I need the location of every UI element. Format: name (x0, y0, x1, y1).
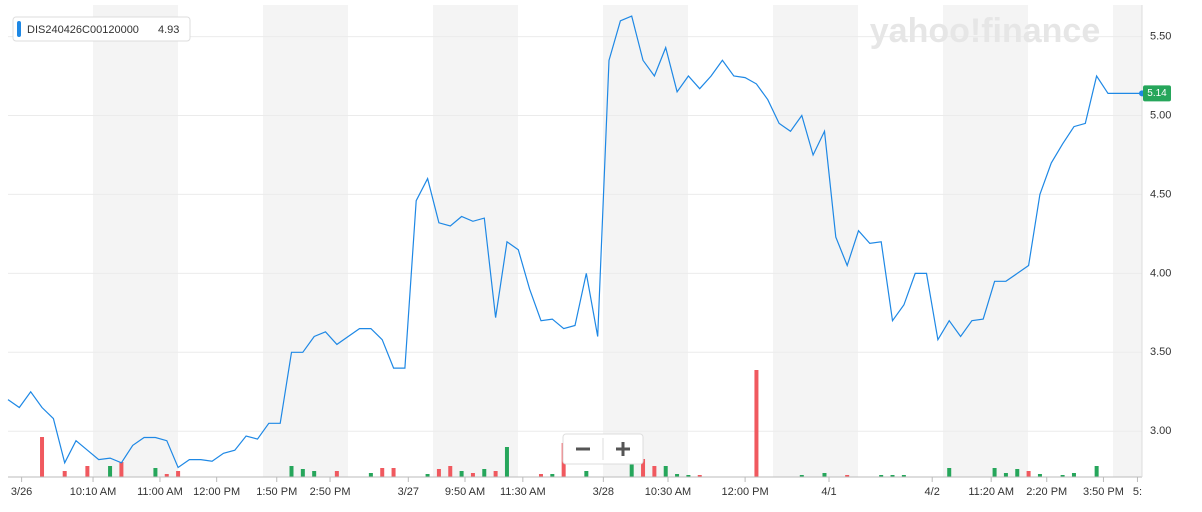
volume-bar (153, 468, 158, 477)
volume-bar (40, 437, 45, 477)
volume-bar (380, 468, 385, 477)
legend-box (12, 16, 191, 42)
volume-bar (334, 471, 339, 477)
axes: 3.00 3.50 4.00 4.50 5.00 5.50 3/26 10:10 AM 11:0… (11, 30, 1172, 497)
volume-bar (550, 474, 555, 477)
volume-bar (686, 475, 691, 477)
volume-bar (992, 468, 997, 477)
volume-bar (493, 471, 498, 477)
x-tick-label: 10:30 AM (645, 486, 691, 498)
volume-bar (584, 471, 589, 477)
x-tick-label: 5: (1133, 486, 1142, 498)
band (263, 5, 348, 477)
volume-bar (312, 471, 317, 477)
volume-bar (845, 475, 850, 477)
volume-bar (391, 468, 396, 477)
legend-value: 4.93 (158, 24, 179, 36)
volume-bar (879, 475, 884, 477)
volume-bar (289, 466, 294, 477)
volume-bar (119, 462, 124, 477)
volume-bar (1037, 474, 1042, 477)
volume-bar (1060, 475, 1065, 477)
volume-bar (62, 471, 67, 477)
volume-bar (470, 473, 475, 477)
volume-bar (629, 463, 634, 477)
x-tick-label: 11:20 AM (968, 486, 1014, 498)
volume-bar (754, 370, 759, 477)
y-tick-label: 4.00 (1150, 267, 1171, 279)
volume-bar (663, 466, 668, 477)
volume-bar (901, 475, 906, 477)
band (433, 5, 518, 477)
x-tick-label: 4/2 (925, 486, 940, 498)
price-tag-label: 5.14 (1147, 88, 1167, 99)
volume-bar (538, 474, 543, 477)
legend-label: DIS240426C00120000 (27, 24, 139, 36)
price-line (7, 15, 1142, 469)
y-tick-label: 5.50 (1150, 30, 1171, 42)
x-tick-label: 1:50 PM (256, 486, 297, 498)
x-tick-label: 3/27 (398, 486, 419, 498)
band (603, 5, 688, 477)
volume-bar (176, 471, 181, 477)
band (1113, 5, 1142, 477)
volume-bar (799, 475, 804, 477)
band (943, 5, 1028, 477)
volume-bar (504, 447, 509, 477)
x-tick-label: 11:30 AM (500, 486, 546, 498)
x-tick-label: 11:00 AM (137, 486, 183, 498)
legend-swatch (17, 21, 21, 37)
volume-bar (459, 471, 464, 477)
x-tick-label: 4/1 (821, 486, 836, 498)
volume-bar (1026, 471, 1031, 477)
volume-bar (164, 474, 169, 477)
y-tick-label: 4.50 (1150, 188, 1171, 200)
y-tick-label: 3.50 (1150, 346, 1171, 358)
x-tick-label: 3/28 (593, 486, 614, 498)
zoom-controls (562, 433, 644, 465)
volume (40, 370, 1099, 477)
volume-bar (436, 469, 441, 477)
band (93, 5, 178, 477)
volume-bar (1015, 469, 1020, 477)
y-tick-label: 5.00 (1150, 109, 1171, 121)
volume-bar (641, 459, 646, 477)
current-price-tag: 5.14 (1143, 85, 1171, 102)
x-tick-label: 10:10 AM (70, 486, 116, 498)
volume-bar (697, 475, 702, 477)
volume-bar (652, 466, 657, 477)
session-bands (93, 5, 1142, 477)
x-tick-label: 12:00 PM (722, 486, 769, 498)
x-tick-label: 3:50 PM (1083, 486, 1124, 498)
volume-bar (1003, 473, 1008, 477)
band (773, 5, 858, 477)
volume-bar (108, 466, 113, 477)
x-tick-label: 12:00 PM (193, 486, 240, 498)
volume-bar (425, 474, 430, 477)
price-tag-bg (1143, 85, 1171, 102)
volume-bar (675, 474, 680, 477)
legend: DIS240426C00120000 4.93 (12, 16, 191, 42)
volume-bar (822, 473, 827, 477)
volume-bar (300, 469, 305, 477)
volume-bar (1071, 473, 1076, 477)
watermark: yahoo!finance (870, 12, 1100, 50)
x-tick-label: 2:20 PM (1026, 486, 1067, 498)
volume-bar (1094, 466, 1099, 477)
volume-bar (947, 468, 952, 477)
volume-bar (890, 475, 895, 477)
grid (8, 36, 1142, 432)
volume-bar (448, 466, 453, 477)
x-tick-label: 9:50 AM (445, 486, 485, 498)
volume-bar (85, 466, 90, 477)
x-tick-label: 2:50 PM (310, 486, 351, 498)
volume-bar (368, 473, 373, 477)
volume-bar (482, 469, 487, 477)
x-tick-label: 3/26 (11, 486, 32, 498)
y-tick-label: 3.00 (1150, 425, 1171, 437)
